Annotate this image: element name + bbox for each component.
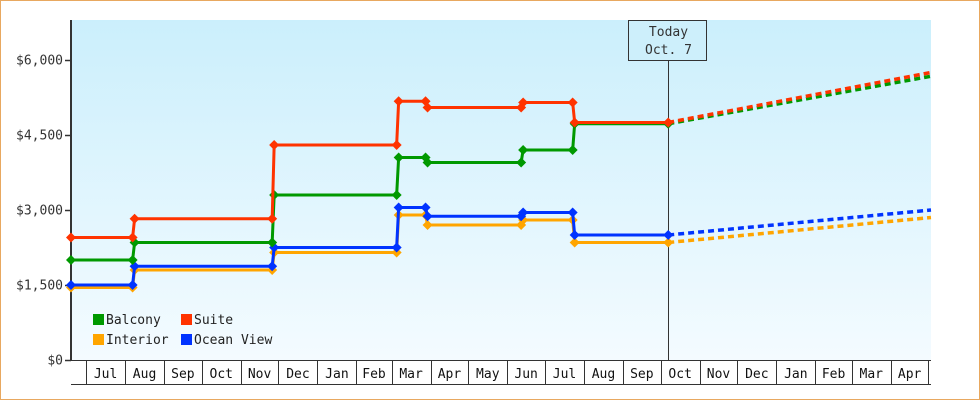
x-tick-label: Feb — [362, 367, 386, 382]
legend-swatch — [181, 314, 192, 325]
data-point-ocean-view — [663, 230, 674, 240]
x-tick-label: Nov — [248, 367, 272, 382]
legend-label: Ocean View — [194, 333, 272, 348]
data-point-suite — [393, 96, 404, 107]
data-point-balcony — [422, 157, 433, 168]
forecast-line-interior — [668, 215, 932, 245]
series-suite — [66, 70, 932, 243]
legend-label: Interior — [106, 333, 169, 348]
today-label-box — [628, 20, 707, 61]
series-line-balcony — [71, 122, 669, 262]
data-point-suite — [567, 97, 578, 108]
legend-item-interior: Interior — [93, 333, 169, 348]
series-line-suite — [71, 99, 669, 239]
today-date-label: Oct. 7 — [645, 43, 692, 58]
series-line-ocean-view — [71, 206, 669, 287]
data-point-balcony — [567, 145, 578, 155]
data-point-suite — [391, 140, 402, 150]
x-tick-label: Sep — [171, 367, 195, 382]
x-tick-label: Sep — [630, 367, 654, 382]
data-point-balcony — [391, 190, 402, 200]
x-tick-label: Dec — [745, 367, 768, 382]
legend-swatch — [93, 334, 104, 345]
data-point-balcony — [127, 255, 138, 265]
data-point-suite — [66, 232, 76, 243]
data-point-ocean-view — [393, 202, 404, 213]
x-tick-label: Jul — [553, 367, 576, 382]
legend-item-balcony: Balcony — [93, 313, 161, 328]
data-point-ocean-view — [66, 280, 76, 290]
series-line-interior — [71, 213, 669, 289]
x-tick-label: Jan — [325, 367, 348, 382]
x-tick-label: Jun — [514, 367, 537, 382]
x-tick-label: Dec — [286, 367, 309, 382]
y-tick-label: $1,500 — [16, 279, 63, 294]
data-point-balcony — [393, 152, 404, 163]
data-point-ocean-view — [420, 202, 431, 213]
x-tick-label: Aug — [133, 367, 156, 382]
forecast-line-suite — [667, 70, 932, 125]
x-tick-label: Oct — [210, 367, 233, 382]
x-tick-label: Jul — [94, 367, 117, 382]
data-point-ocean-view — [422, 211, 433, 222]
data-point-balcony — [66, 255, 76, 265]
x-tick-label: Jan — [784, 367, 807, 382]
legend-swatch — [93, 314, 104, 325]
data-point-ocean-view — [567, 207, 578, 218]
legend-swatch — [181, 334, 192, 345]
data-point-balcony — [516, 157, 527, 168]
data-point-ocean-view — [391, 242, 402, 253]
x-tick-label: Aug — [592, 367, 615, 382]
data-point-suite — [129, 213, 140, 224]
data-point-suite — [267, 213, 278, 224]
y-tick-label: $3,000 — [16, 204, 63, 219]
x-tick-label: Oct — [668, 367, 691, 382]
data-point-suite — [518, 97, 529, 108]
legend-item-ocean-view: Ocean View — [181, 333, 272, 348]
data-point-suite — [569, 117, 580, 128]
x-tick-label: Mar — [860, 367, 884, 382]
today-label: Today — [649, 25, 688, 40]
data-point-ocean-view — [267, 261, 278, 272]
data-point-suite — [663, 117, 674, 128]
data-point-suite — [269, 140, 280, 150]
data-point-interior — [663, 237, 674, 248]
y-tick-label: $0 — [47, 354, 63, 369]
x-tick-label: Mar — [399, 367, 423, 382]
legend-item-suite: Suite — [181, 313, 233, 328]
forecast-line-ocean-view — [668, 208, 932, 237]
data-point-interior — [422, 220, 433, 230]
y-tick-label: $4,500 — [16, 129, 63, 144]
data-point-suite — [422, 102, 433, 113]
data-point-ocean-view — [569, 230, 580, 240]
data-point-ocean-view — [518, 207, 529, 218]
data-point-suite — [127, 232, 138, 243]
x-axis-band — [71, 360, 931, 384]
x-tick-label: Apr — [898, 367, 922, 382]
legend-label: Balcony — [106, 313, 161, 328]
plot-area — [71, 20, 931, 360]
data-point-balcony — [518, 145, 529, 155]
x-tick-label: Feb — [822, 367, 846, 382]
x-tick-label: Apr — [438, 367, 462, 382]
data-point-balcony — [267, 237, 278, 248]
y-tick-label: $6,000 — [16, 54, 63, 69]
data-point-ocean-view — [127, 280, 138, 290]
data-point-interior — [569, 237, 580, 248]
series-ocean-view — [66, 202, 932, 290]
legend-label: Suite — [194, 313, 233, 328]
x-tick-label: May — [476, 367, 500, 382]
x-tick-label: Nov — [707, 367, 731, 382]
